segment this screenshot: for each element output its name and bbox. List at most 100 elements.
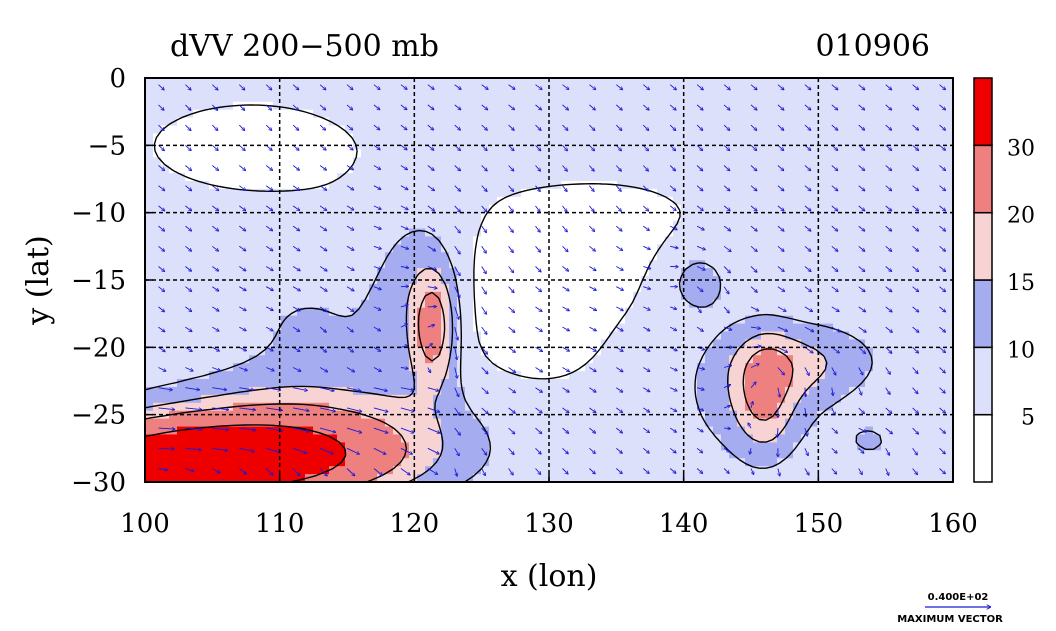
heatmap-cell xyxy=(881,141,890,150)
heatmap-cell xyxy=(657,180,666,190)
heatmap-cell xyxy=(577,157,586,166)
heatmap-cell xyxy=(785,165,794,174)
heatmap-cell xyxy=(833,442,842,451)
heatmap-cell xyxy=(881,165,890,174)
heatmap-cell xyxy=(505,260,514,269)
heatmap-cell xyxy=(897,307,906,317)
heatmap-cell xyxy=(361,371,370,380)
heatmap-cell xyxy=(857,188,866,198)
heatmap-cell xyxy=(417,331,426,341)
heatmap-cell xyxy=(233,379,242,388)
heatmap-cell xyxy=(553,450,562,459)
heatmap-cell xyxy=(505,85,514,95)
heatmap-cell xyxy=(201,363,210,372)
heatmap-cell xyxy=(785,331,794,341)
heatmap-cell xyxy=(585,363,594,372)
heatmap-cell xyxy=(465,450,474,459)
heatmap-cell xyxy=(257,355,266,364)
heatmap-cell xyxy=(273,379,282,388)
heatmap-cell xyxy=(185,466,194,475)
heatmap-cell xyxy=(177,117,186,127)
heatmap-cell xyxy=(401,228,410,238)
heatmap-cell xyxy=(465,165,474,174)
heatmap-cell xyxy=(585,260,594,269)
heatmap-cell xyxy=(681,149,690,158)
heatmap-cell xyxy=(289,212,298,222)
heatmap-cell xyxy=(721,410,730,420)
heatmap-cell xyxy=(721,204,730,214)
heatmap-cell xyxy=(665,394,674,404)
heatmap-cell xyxy=(769,402,778,412)
heatmap-cell xyxy=(369,78,378,87)
heatmap-cell xyxy=(345,260,354,269)
heatmap-cell xyxy=(809,458,818,467)
heatmap-cell xyxy=(377,347,386,356)
heatmap-cell xyxy=(841,188,850,198)
heatmap-cell xyxy=(169,283,178,293)
heatmap-cell xyxy=(233,323,242,333)
heatmap-cell xyxy=(729,394,738,404)
heatmap-cell xyxy=(329,371,338,380)
heatmap-cell xyxy=(497,291,506,301)
heatmap-cell xyxy=(417,93,426,103)
heatmap-cell xyxy=(353,379,362,388)
heatmap-cell xyxy=(833,276,842,285)
heatmap-cell xyxy=(785,196,794,206)
heatmap-cell xyxy=(377,458,386,467)
heatmap-cell xyxy=(385,339,394,348)
heatmap-cell xyxy=(721,228,730,238)
heatmap-cell xyxy=(337,125,346,135)
heatmap-cell xyxy=(881,323,890,333)
heatmap-cell xyxy=(913,434,922,443)
heatmap-cell xyxy=(569,442,578,451)
heatmap-cell xyxy=(289,339,298,348)
heatmap-cell xyxy=(497,149,506,158)
heatmap-cell xyxy=(449,458,458,467)
heatmap-cell xyxy=(233,291,242,301)
heatmap-cell xyxy=(745,394,754,404)
heatmap-cell xyxy=(849,307,858,317)
heatmap-cell xyxy=(817,426,826,436)
heatmap-cell xyxy=(689,78,698,87)
heatmap-cell xyxy=(729,323,738,333)
heatmap-cell xyxy=(153,276,162,285)
heatmap-cell xyxy=(321,291,330,301)
heatmap-cell xyxy=(665,410,674,420)
heatmap-cell xyxy=(905,355,914,364)
heatmap-cell xyxy=(889,180,898,190)
heatmap-cell xyxy=(697,85,706,95)
heatmap-cell xyxy=(417,228,426,238)
heatmap-cell xyxy=(249,347,258,356)
heatmap-cell xyxy=(409,466,418,475)
heatmap-cell xyxy=(489,109,498,119)
heatmap-cell xyxy=(641,180,650,190)
heatmap-cell xyxy=(809,85,818,95)
heatmap-cell xyxy=(417,101,426,111)
heatmap-cell xyxy=(585,434,594,443)
heatmap-cell xyxy=(313,165,322,174)
heatmap-cell xyxy=(561,78,570,87)
heatmap-cell xyxy=(585,339,594,348)
heatmap-cell xyxy=(513,394,522,404)
heatmap-cell xyxy=(441,276,450,285)
heatmap-cell xyxy=(281,173,290,182)
heatmap-cell xyxy=(161,323,170,333)
heatmap-cell xyxy=(177,347,186,356)
heatmap-cell xyxy=(489,117,498,127)
heatmap-cell xyxy=(689,363,698,372)
heatmap-cell xyxy=(249,291,258,301)
heatmap-cell xyxy=(393,474,402,482)
heatmap-cell xyxy=(185,307,194,317)
heatmap-cell xyxy=(417,252,426,261)
heatmap-cell xyxy=(193,244,202,253)
heatmap-cell xyxy=(441,386,450,396)
heatmap-cell xyxy=(489,291,498,301)
heatmap-cell xyxy=(321,371,330,380)
heatmap-cell xyxy=(657,109,666,119)
heatmap-cell xyxy=(521,323,530,333)
heatmap-cell xyxy=(481,149,490,158)
heatmap-cell xyxy=(865,196,874,206)
heatmap-cell xyxy=(809,157,818,166)
heatmap-cell xyxy=(145,291,154,301)
heatmap-cell xyxy=(161,236,170,245)
